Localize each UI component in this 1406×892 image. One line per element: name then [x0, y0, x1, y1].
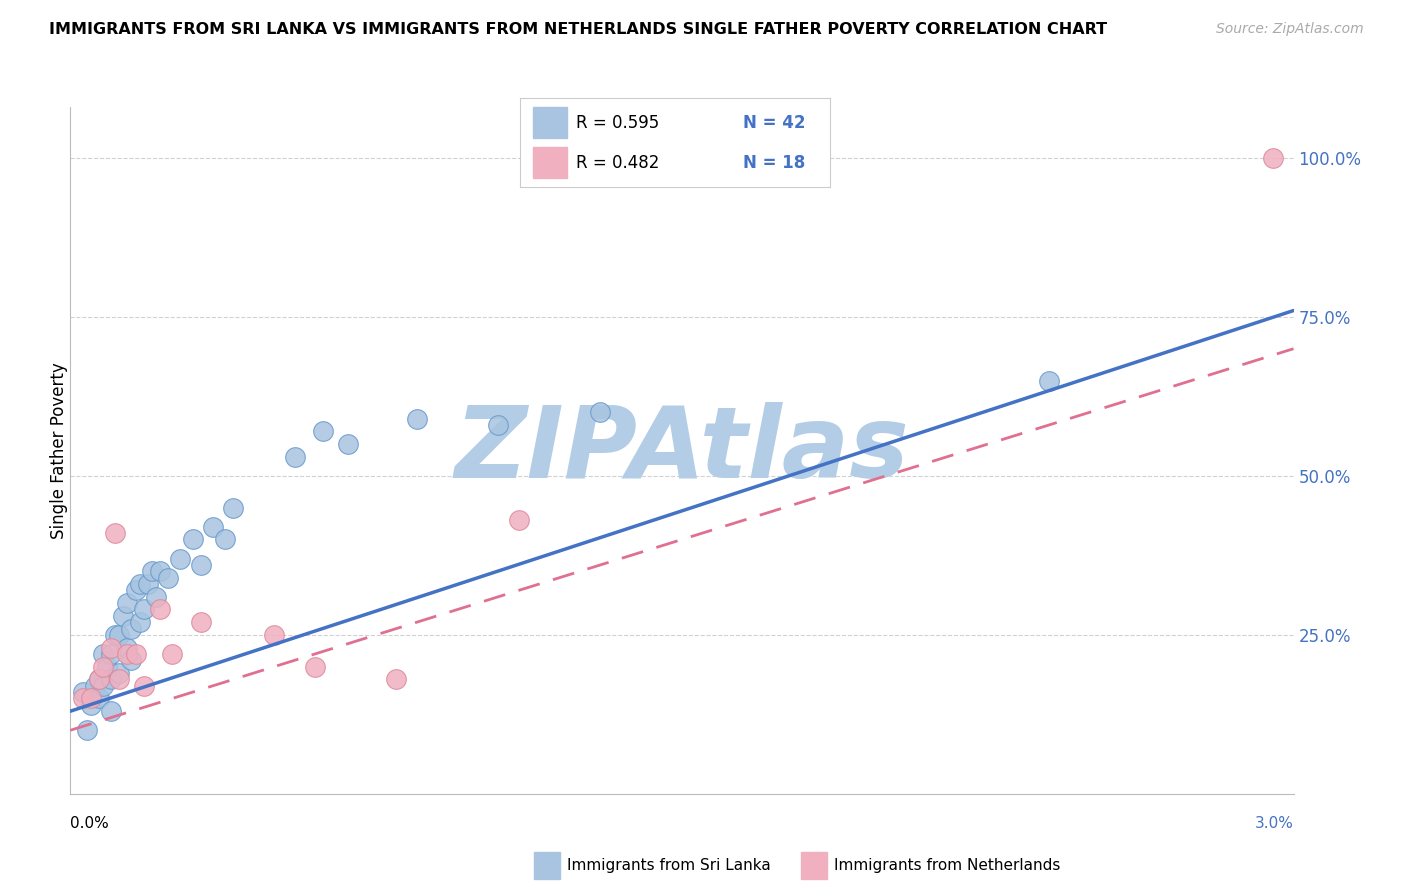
- Point: [100, 640, 122, 655]
- Point: [76, 723, 98, 738]
- Point: [72, 685, 94, 699]
- Text: Immigrants from Netherlands: Immigrants from Netherlands: [834, 858, 1060, 872]
- Point: [117, 596, 139, 610]
- Point: [284, 450, 307, 464]
- Point: [263, 628, 285, 642]
- Point: [121, 622, 143, 636]
- Point: [79, 698, 103, 712]
- FancyBboxPatch shape: [533, 107, 567, 138]
- Text: R = 0.595: R = 0.595: [576, 113, 659, 132]
- Point: [83, 679, 105, 693]
- Point: [87, 673, 110, 687]
- Point: [132, 679, 155, 693]
- Point: [312, 425, 335, 439]
- Point: [202, 520, 225, 534]
- Point: [121, 653, 143, 667]
- Text: Source: ZipAtlas.com: Source: ZipAtlas.com: [1216, 22, 1364, 37]
- Point: [108, 628, 131, 642]
- Text: R = 0.482: R = 0.482: [576, 153, 659, 172]
- Point: [162, 647, 183, 661]
- Point: [96, 659, 118, 673]
- Point: [117, 647, 139, 661]
- Point: [157, 571, 180, 585]
- Point: [190, 558, 212, 572]
- Point: [91, 647, 114, 661]
- Point: [1263, 151, 1285, 165]
- Point: [304, 659, 326, 673]
- Text: ZIPAtlas: ZIPAtlas: [454, 402, 910, 499]
- Y-axis label: Single Father Poverty: Single Father Poverty: [51, 362, 67, 539]
- Point: [132, 602, 155, 616]
- Point: [128, 577, 150, 591]
- Point: [385, 673, 408, 687]
- Point: [149, 564, 172, 578]
- Point: [112, 608, 135, 623]
- Text: 3.0%: 3.0%: [1254, 816, 1294, 831]
- Point: [91, 659, 114, 673]
- Point: [104, 526, 127, 541]
- Text: Immigrants from Sri Lanka: Immigrants from Sri Lanka: [567, 858, 770, 872]
- Text: N = 18: N = 18: [742, 153, 806, 172]
- Point: [222, 500, 245, 515]
- Point: [100, 704, 122, 718]
- Point: [104, 628, 127, 642]
- Point: [508, 513, 530, 527]
- Point: [117, 640, 139, 655]
- Point: [124, 647, 146, 661]
- Point: [108, 666, 131, 681]
- Text: IMMIGRANTS FROM SRI LANKA VS IMMIGRANTS FROM NETHERLANDS SINGLE FATHER POVERTY C: IMMIGRANTS FROM SRI LANKA VS IMMIGRANTS …: [49, 22, 1108, 37]
- Point: [145, 590, 167, 604]
- Point: [128, 615, 150, 630]
- Point: [108, 673, 131, 687]
- Point: [589, 405, 612, 419]
- Point: [190, 615, 212, 630]
- Point: [87, 691, 110, 706]
- Point: [91, 679, 114, 693]
- Point: [141, 564, 163, 578]
- Text: 0.0%: 0.0%: [70, 816, 110, 831]
- Point: [100, 647, 122, 661]
- Point: [406, 411, 429, 425]
- Point: [136, 577, 159, 591]
- Point: [79, 691, 103, 706]
- Point: [149, 602, 172, 616]
- Text: N = 42: N = 42: [742, 113, 806, 132]
- Point: [488, 417, 510, 432]
- Point: [169, 551, 191, 566]
- Point: [87, 673, 110, 687]
- Point: [336, 437, 359, 451]
- FancyBboxPatch shape: [533, 147, 567, 178]
- Point: [124, 583, 146, 598]
- Point: [214, 533, 236, 547]
- Point: [100, 673, 122, 687]
- Point: [72, 691, 94, 706]
- Point: [181, 533, 204, 547]
- Point: [1038, 374, 1060, 388]
